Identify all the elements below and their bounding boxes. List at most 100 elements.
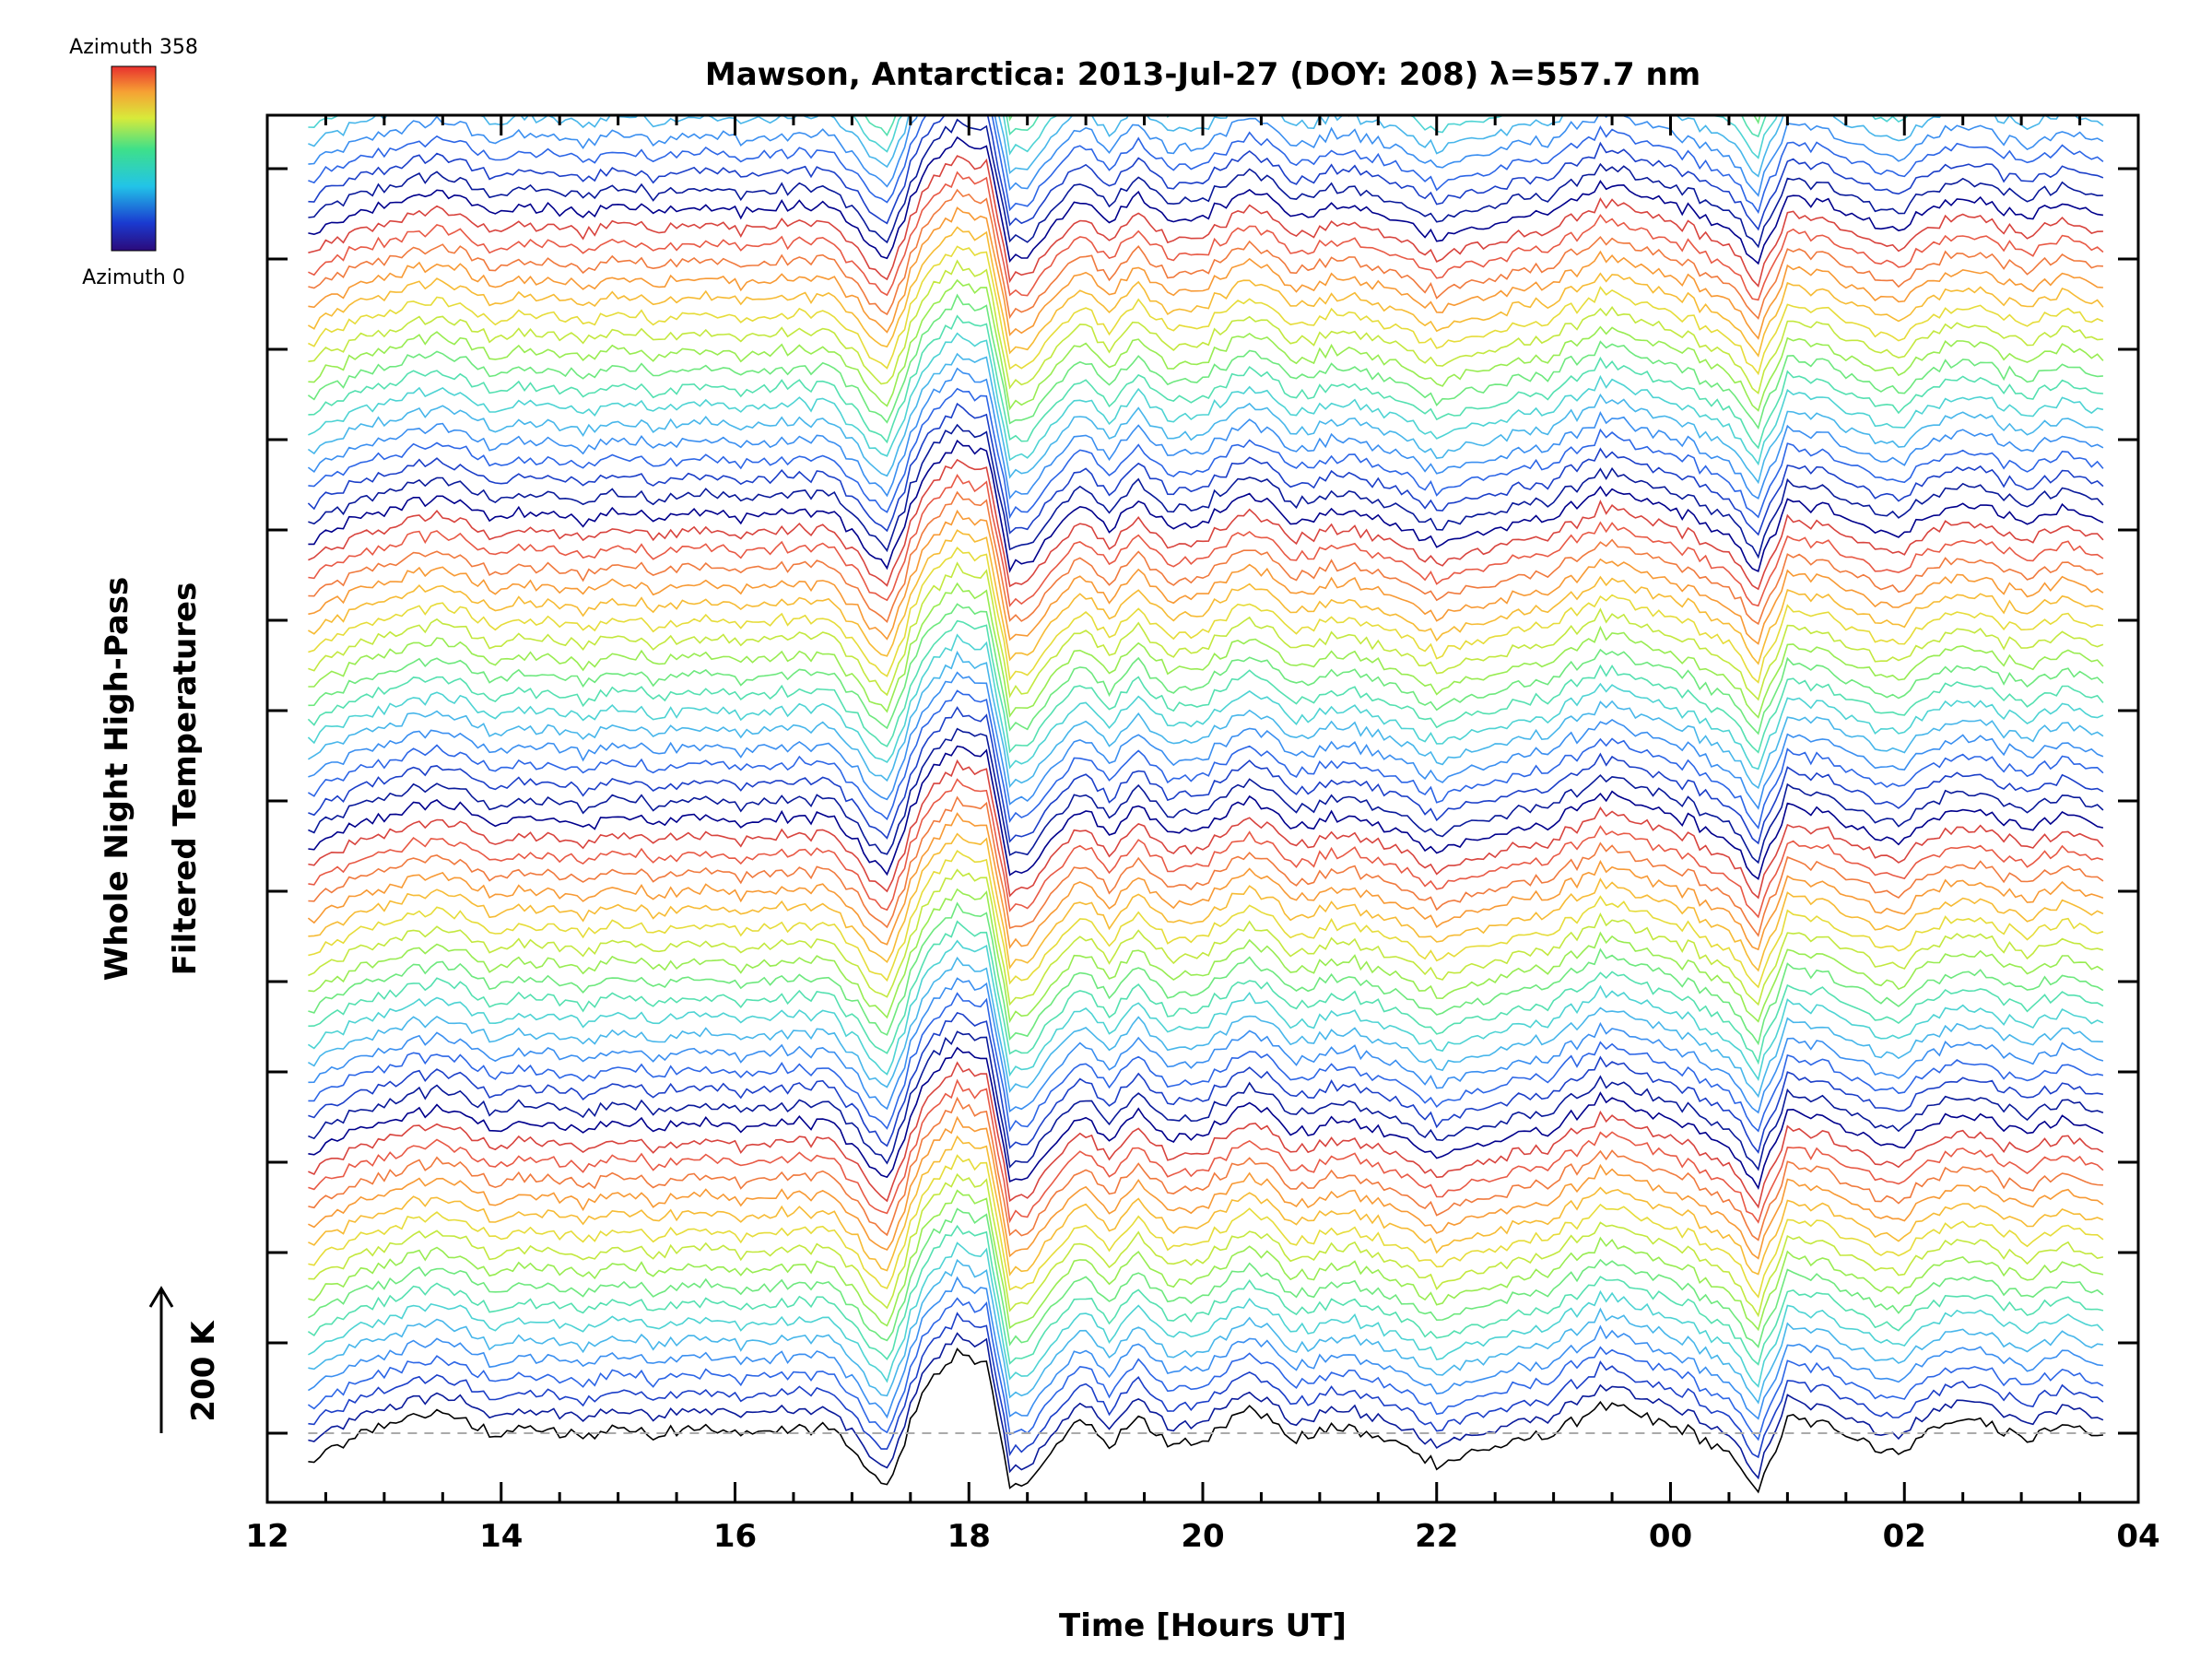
series-line [307,939,2104,1082]
chart-title: Mawson, Antarctica: 2013-Jul-27 (DOY: 20… [705,56,1700,93]
series-group [307,0,2104,1494]
x-tick-label: 18 [947,1518,991,1555]
series-line [308,1312,2104,1459]
colorbar-top-label: Azimuth 358 [69,36,198,59]
y-axis-label-line2: Filtered Temperatures [167,582,204,976]
series-line [308,115,2104,215]
series-line [308,314,2103,450]
series-line [308,727,2104,865]
series-line [308,1061,2104,1209]
series-line [308,795,2104,937]
x-tick-label: 20 [1181,1518,1224,1555]
series-line [308,439,2104,573]
series-line [308,509,2104,645]
series-line [308,278,2104,412]
y-axis-label-line1: Whole Night High-Pass [99,577,135,982]
x-tick-label: 14 [479,1518,523,1555]
series-line [308,759,2104,900]
series-line [308,1030,2104,1171]
series-line [308,188,2103,321]
series-line [307,1276,2103,1420]
series-line [308,206,2103,340]
series-line [307,529,2104,665]
series-line [308,582,2104,719]
x-tick-label: 04 [2116,1518,2159,1555]
series-line [308,1078,2104,1224]
series-line [308,1258,2103,1405]
series-line [308,0,2102,49]
series-line [308,778,2104,919]
series-line [308,115,2104,197]
series-line [308,1189,2104,1332]
series-line [307,293,2103,430]
plot-frame [265,113,2140,1504]
x-tick-label: 22 [1415,1518,1458,1555]
series-line [307,633,2104,771]
series-line [307,226,2104,358]
x-tick-label: 00 [1649,1518,1692,1555]
series-line [308,259,2103,395]
x-tick-label: 12 [245,1518,288,1555]
series-line [308,671,2104,810]
series-line [308,423,2104,559]
series-line [308,1154,2104,1299]
x-tick-label: 02 [1883,1518,1926,1555]
series-line [308,603,2104,735]
series-line [307,650,2104,790]
series-line [307,689,2104,830]
series-line [308,1241,2104,1388]
colorbar: Azimuth 358 Azimuth 0 [69,36,198,289]
series-line [308,115,2104,231]
scale-label: 200 K [185,1320,222,1422]
series-line [308,458,2104,591]
series-line [308,832,2104,972]
series-line [308,1172,2104,1318]
series-line [307,1224,2104,1366]
series-line [308,1332,2104,1480]
series-line [308,920,2104,1065]
series-line [308,745,2104,881]
series-line [308,118,2103,249]
series-line [308,706,2104,845]
series-line [308,1347,2103,1494]
series-line [308,0,2102,33]
scale-indicator: 200 K [148,1286,222,1433]
colorbar-gradient [111,65,157,252]
series-line [308,171,2104,301]
series-line [308,888,2104,1024]
series-line [308,901,2104,1046]
series-line [308,490,2104,626]
series-line [308,561,2104,701]
series-line [308,1011,2104,1154]
series-line [308,245,2104,376]
series-line [308,868,2104,1006]
series-line [307,956,2103,1099]
series-line [308,1207,2104,1349]
series-line [308,332,2104,466]
series-line [308,1135,2104,1277]
ticks-group [265,115,2140,1502]
series-line [308,547,2103,684]
series-line [308,115,2104,178]
series-line [308,1115,2104,1260]
series-line [307,812,2104,951]
series-line [307,367,2104,500]
series-line [307,1297,2104,1441]
scale-arrow-head [148,1286,174,1308]
x-tick-labels: 12 14 16 18 20 22 00 02 04 [245,1518,2159,1555]
series-line [308,850,2104,989]
y-axis-label: Whole Night High-Pass Filtered Temperatu… [99,577,204,982]
x-tick-label: 16 [713,1518,757,1555]
series-line [308,0,2102,15]
series-line [308,992,2104,1133]
colorbar-bottom-label: Azimuth 0 [82,266,185,289]
x-axis-label: Time [Hours UT] [1059,1607,1347,1644]
series-line [308,155,2103,288]
series-line [307,352,2104,485]
series-line [307,402,2104,536]
series-line [308,135,2104,265]
series-line [308,1096,2103,1241]
series-line [307,619,2104,754]
series-line [308,387,2104,520]
